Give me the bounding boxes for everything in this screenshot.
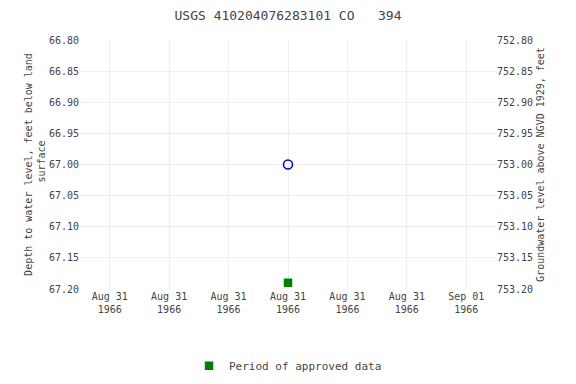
svg-text:Aug 311966: Aug 311966 [270,291,306,315]
svg-text:753.20: 753.20 [497,284,533,295]
svg-text:753.10: 753.10 [497,221,533,232]
svg-text:Aug 311966: Aug 311966 [92,291,128,315]
svg-text:Depth to water level, feet bel: Depth to water level, feet below land su… [23,53,47,276]
svg-text:Aug 311966: Aug 311966 [211,291,247,315]
svg-text:Period of approved data: Period of approved data [229,360,381,373]
svg-text:USGS 410204076283101 CO 394: USGS 410204076283101 CO 394 [175,8,402,23]
svg-text:752.85: 752.85 [497,66,533,77]
svg-text:66.80: 66.80 [49,35,79,46]
svg-text:67.00: 67.00 [49,159,79,170]
svg-text:67.15: 67.15 [49,252,79,263]
svg-text:67.10: 67.10 [49,221,79,232]
svg-text:Aug 311966: Aug 311966 [151,291,187,315]
svg-text:67.05: 67.05 [49,190,79,201]
svg-text:753.15: 753.15 [497,252,533,263]
svg-text:Sep 011966: Sep 011966 [448,291,484,315]
svg-text:Aug 311966: Aug 311966 [329,291,365,315]
svg-text:66.90: 66.90 [49,97,79,108]
svg-text:Aug 311966: Aug 311966 [389,291,425,315]
svg-text:752.95: 752.95 [497,128,533,139]
svg-text:753.00: 753.00 [497,159,533,170]
svg-text:66.95: 66.95 [49,128,79,139]
svg-text:67.20: 67.20 [49,284,79,295]
svg-text:Groundwater level above NGVD 1: Groundwater level above NGVD 1929, feet [535,47,546,282]
svg-text:753.05: 753.05 [497,190,533,201]
svg-text:66.85: 66.85 [49,66,79,77]
svg-text:752.80: 752.80 [497,35,533,46]
svg-text:752.90: 752.90 [497,97,533,108]
